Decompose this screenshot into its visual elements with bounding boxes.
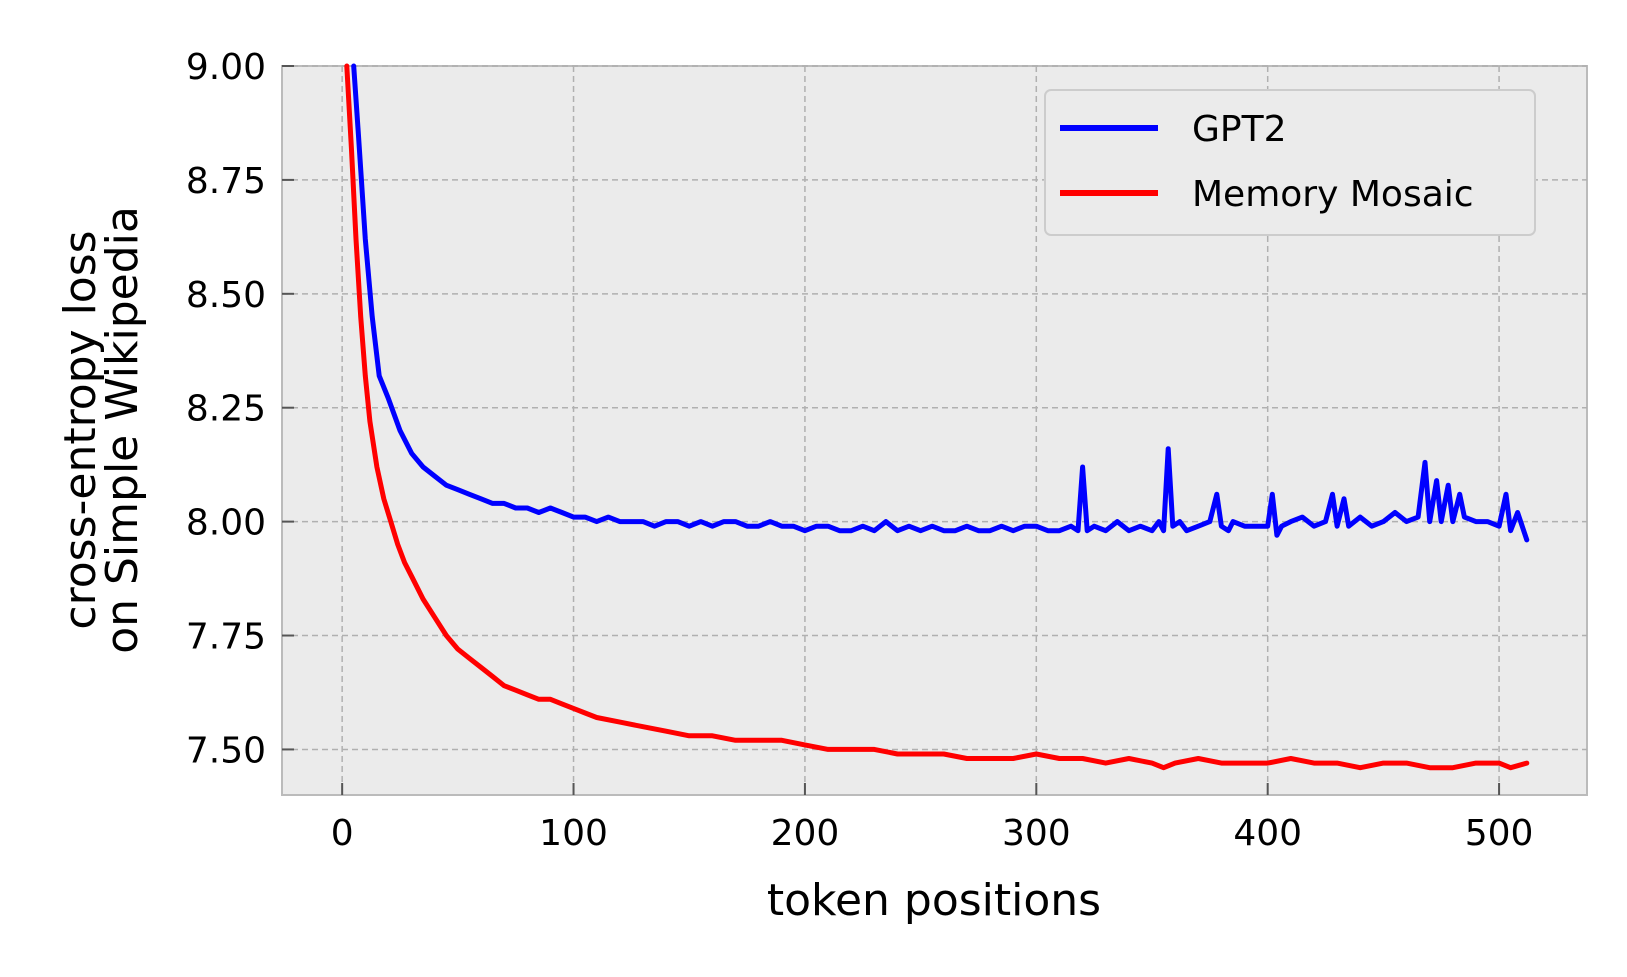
y-tick-label: 8.25	[186, 389, 266, 430]
grid	[282, 65, 1587, 795]
y-axis-label-line-1: cross-entropy loss	[55, 230, 106, 629]
legend: GPT2 Memory Mosaic	[1044, 89, 1536, 236]
legend-box	[1044, 89, 1536, 236]
y-axis-ticks: 7.50 7.75 8.00 8.25 8.50 8.75 9.00	[186, 47, 294, 771]
y-tick-label: 7.50	[186, 730, 266, 771]
x-tick-label: 100	[539, 813, 608, 854]
series-line-memory-mosaic	[344, 63, 1530, 771]
y-axis-label-line-2: on Simple Wikipedia	[97, 206, 148, 654]
x-tick-label: 200	[771, 813, 840, 854]
legend-label-gpt2: GPT2	[1192, 109, 1287, 150]
y-axis-label: cross-entropy loss on Simple Wikipedia	[55, 206, 148, 654]
x-tick-label: 300	[1002, 813, 1071, 854]
legend-label-memory-mosaic: Memory Mosaic	[1192, 174, 1474, 215]
x-axis-ticks: 0 100 200 300 400 500	[331, 783, 1534, 854]
y-tick-label: 9.00	[186, 47, 266, 88]
x-tick-label: 400	[1233, 813, 1302, 854]
y-tick-label: 7.75	[186, 617, 266, 658]
x-tick-label: 500	[1465, 813, 1534, 854]
y-tick-label: 8.75	[186, 161, 266, 202]
x-axis-label: token positions	[767, 875, 1101, 926]
y-tick-label: 8.50	[186, 275, 266, 316]
series-lines	[344, 63, 1530, 771]
y-tick-label: 8.00	[186, 503, 266, 544]
series-line-gpt2	[351, 63, 1530, 543]
x-tick-label: 0	[331, 813, 354, 854]
